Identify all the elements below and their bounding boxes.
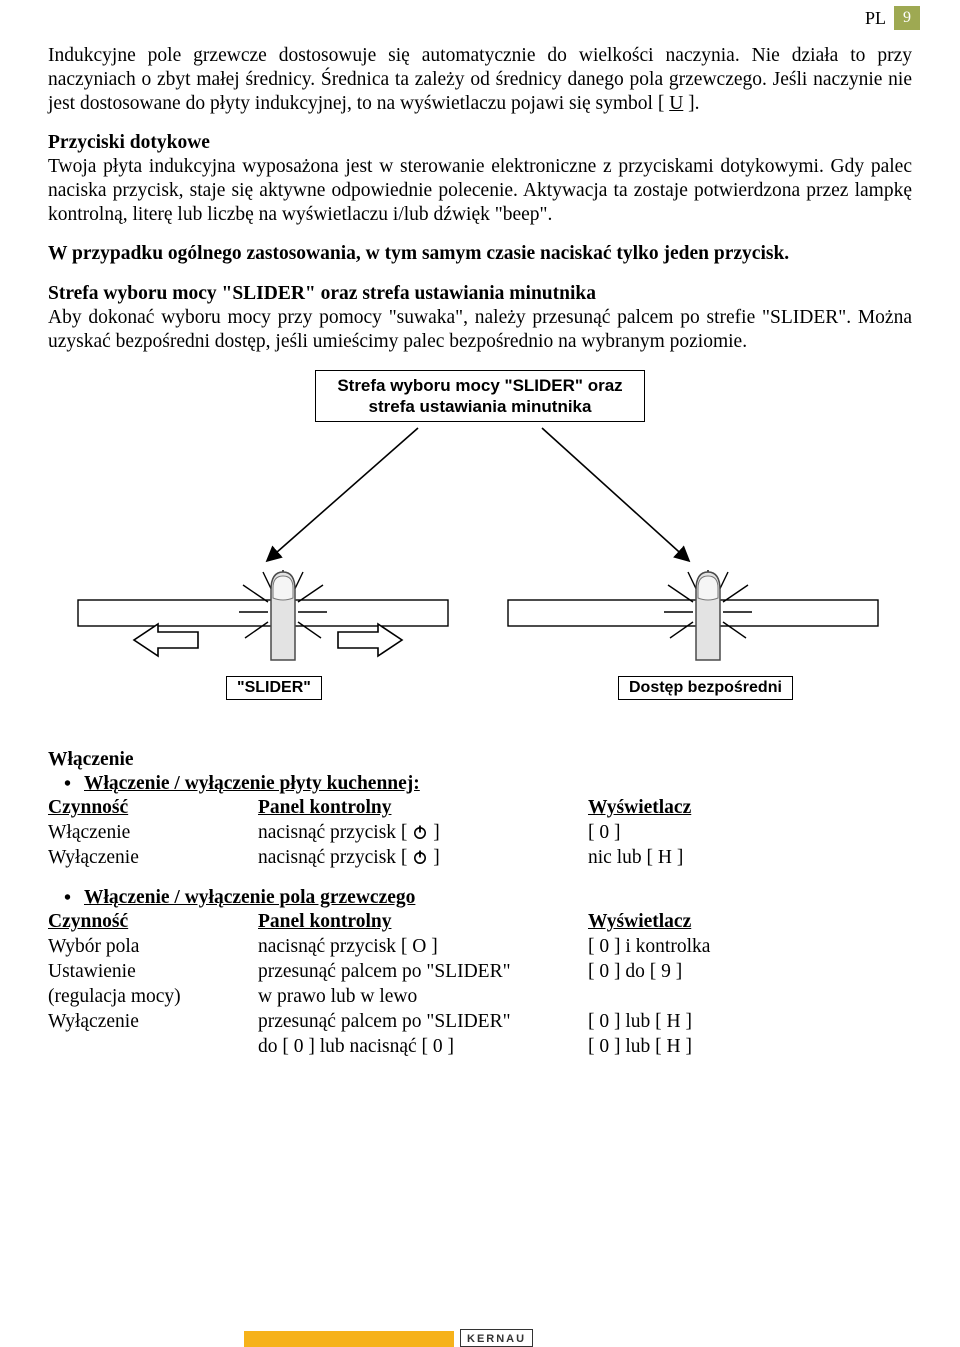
page-header: PL 9 — [865, 6, 920, 30]
section-zone: Włączenie / wyłączenie pola grzewczego C… — [48, 885, 912, 1060]
diagram-right-label: Dostęp bezpośredni — [618, 676, 793, 700]
page-body: Indukcyjne pole grzewcze dostosowuje się… — [48, 44, 912, 1060]
footer-logo: KERNAU — [460, 1329, 533, 1347]
table-cell: do [ 0 ] lub nacisnąć [ 0 ] — [258, 1035, 588, 1060]
col-header: Czynność — [48, 796, 258, 821]
symbol-u: U — [669, 93, 683, 114]
table-cell: nacisnąć przycisk [ ] — [258, 846, 588, 871]
table-cell: przesunąć palcem po "SLIDER" — [258, 1010, 588, 1035]
col-header: Czynność — [48, 910, 258, 935]
diagram-top-line1: Strefa wyboru mocy "SLIDER" oraz — [326, 375, 634, 396]
heading-touch: Przyciski dotykowe — [48, 131, 912, 155]
table-cell — [48, 1035, 258, 1060]
diagram-left-label: "SLIDER" — [226, 676, 322, 700]
table-cell — [588, 985, 912, 1010]
table-cell: w prawo lub w lewo — [258, 985, 588, 1010]
section-title: Włączenie — [48, 749, 912, 771]
bullet-b: Włączenie / wyłączenie pola grzewczego — [48, 885, 912, 910]
col-header: Wyświetlacz — [588, 796, 912, 821]
paragraph-slider: Aby dokonać wyboru mocy przy pomocy "suw… — [48, 306, 912, 354]
slider-diagram: Strefa wyboru mocy "SLIDER" oraz strefa … — [48, 370, 912, 735]
table-cell: [ 0 ] i kontrolka — [588, 935, 912, 960]
table-cell: [ 0 ] — [588, 821, 912, 846]
table-cell: (regulacja mocy) — [48, 985, 258, 1010]
text: ] — [428, 822, 439, 843]
table-cell: nacisnąć przycisk [ ] — [258, 821, 588, 846]
footer: KERNAU — [0, 1327, 960, 1347]
diagram-top-line2: strefa ustawiania minutnika — [326, 396, 634, 417]
table-cell: nacisnąć przycisk [ O ] — [258, 935, 588, 960]
col-header: Panel kontrolny — [258, 910, 588, 935]
page-number: 9 — [894, 6, 920, 30]
table-cell: nic lub [ H ] — [588, 846, 912, 871]
paragraph-warning: W przypadku ogólnego zastosowania, w tym… — [48, 242, 912, 266]
table-a: Czynność Panel kontrolny Wyświetlacz Włą… — [48, 796, 912, 871]
section-power-on: Włączenie Włączenie / wyłączenie płyty k… — [48, 749, 912, 871]
table-cell: Ustawienie — [48, 960, 258, 985]
text: ] — [428, 847, 439, 868]
bullet-a: Włączenie / wyłączenie płyty kuchennej: — [48, 771, 912, 796]
table-cell: Wybór pola — [48, 935, 258, 960]
col-header: Panel kontrolny — [258, 796, 588, 821]
text: nacisnąć przycisk [ — [258, 822, 412, 843]
footer-accent — [244, 1331, 454, 1347]
power-icon — [412, 824, 428, 840]
paragraph-touch: Twoja płyta indukcyjna wyposażona jest w… — [48, 155, 912, 226]
heading-slider: Strefa wyboru mocy "SLIDER" oraz strefa … — [48, 282, 912, 306]
table-cell: przesunąć palcem po "SLIDER" — [258, 960, 588, 985]
table-cell: Włączenie — [48, 821, 258, 846]
table-cell: [ 0 ] lub [ H ] — [588, 1010, 912, 1035]
paragraph-intro: Indukcyjne pole grzewcze dostosowuje się… — [48, 44, 912, 115]
diagram-top-box: Strefa wyboru mocy "SLIDER" oraz strefa … — [315, 370, 645, 423]
table-cell: Wyłączenie — [48, 1010, 258, 1035]
lang-code: PL — [865, 8, 886, 29]
table-cell: [ 0 ] do [ 9 ] — [588, 960, 912, 985]
text: nacisnąć przycisk [ — [258, 847, 412, 868]
text: ]. — [683, 93, 699, 114]
col-header: Wyświetlacz — [588, 910, 912, 935]
table-cell: [ 0 ] lub [ H ] — [588, 1035, 912, 1060]
table-cell: Wyłączenie — [48, 846, 258, 871]
table-b: Czynność Panel kontrolny Wyświetlacz Wyb… — [48, 910, 912, 1060]
power-icon — [412, 849, 428, 865]
